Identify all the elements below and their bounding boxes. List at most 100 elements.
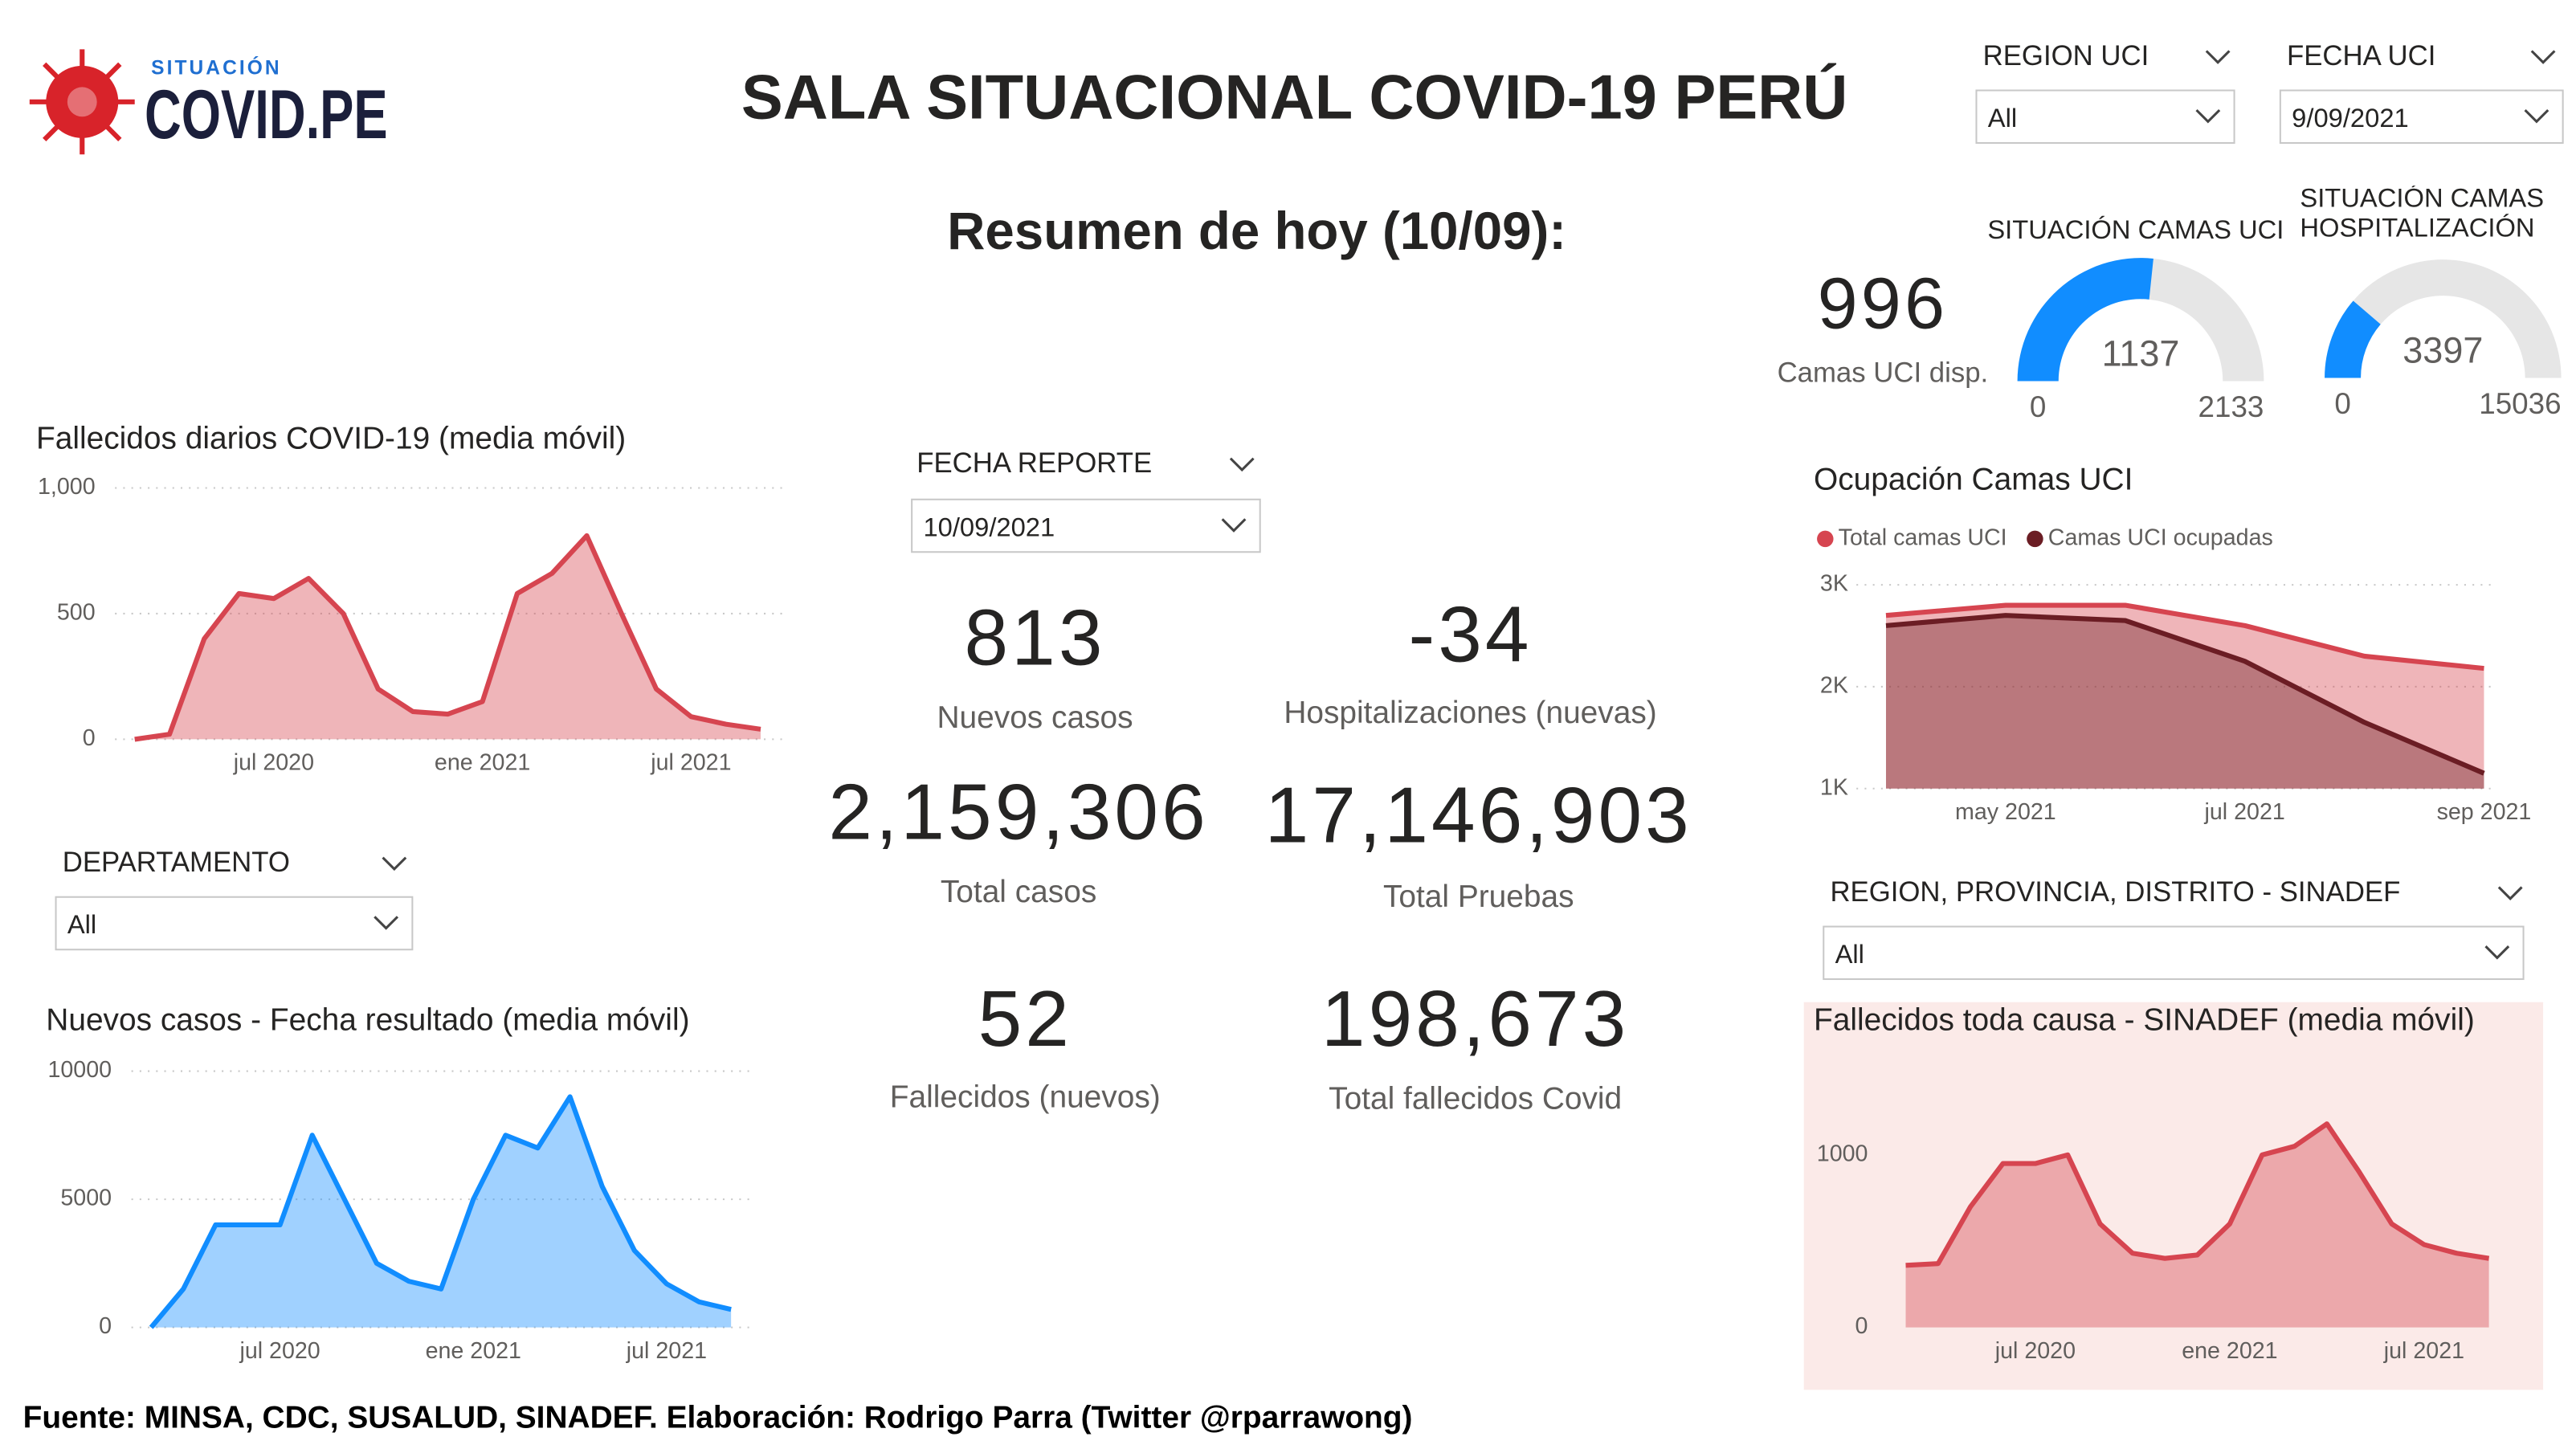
slicer-title: REGION, PROVINCIA, DISTRITO - SINADEF	[1830, 877, 2400, 908]
gauge-title: SITUACIÓN CAMAS HOSPITALIZACIÓN	[2300, 186, 2545, 243]
legend-label: Camas UCI ocupadas	[2048, 524, 2273, 550]
x-tick-label: ene 2021	[2182, 1338, 2277, 1364]
kpi-label: Camas UCI disp.	[1778, 358, 1989, 389]
page-title: SALA SITUACIONAL COVID-19 PERÚ	[741, 63, 1847, 132]
kpi-label: Hospitalizaciones (nuevas)	[1284, 696, 1656, 730]
kpi-label: Total casos	[941, 875, 1096, 909]
chart-title: Nuevos casos - Fecha resultado (media mó…	[46, 1002, 689, 1037]
legend-marker	[2027, 530, 2043, 548]
dropdown-value: All	[1835, 939, 1864, 969]
line	[134, 533, 761, 742]
gauge-max: 15036	[2479, 387, 2561, 420]
dropdown-value: All	[1988, 103, 2017, 133]
gauge-title-box: SITUACIÓN CAMAS HOSPITALIZACIÓN	[2300, 186, 2545, 243]
logo-icon	[29, 49, 135, 155]
x-tick-label: jul 2021	[2383, 1338, 2464, 1364]
area-fill	[1885, 605, 2484, 789]
gauge-min: 0	[2334, 387, 2350, 420]
kpi-label: Nuevos casos	[937, 700, 1133, 735]
area-fill	[151, 1096, 732, 1328]
logo-main: COVID.PE	[145, 76, 388, 153]
slicer-chevron	[2530, 50, 2556, 64]
dropdown-value: 10/09/2021	[923, 512, 1055, 541]
slicer-chevron	[1229, 457, 1255, 472]
gauge-min: 0	[2030, 390, 2046, 423]
dropdown-chevron	[2524, 108, 2549, 124]
x-tick-label: jul 2021	[650, 750, 731, 776]
logo-small: SITUACIÓN	[151, 56, 282, 79]
y-tick-label: 1K	[1820, 774, 1848, 800]
line	[149, 1094, 732, 1329]
dropdown[interactable]	[911, 498, 1261, 553]
line	[1885, 613, 2485, 776]
area-fill	[1905, 1124, 2489, 1328]
dropdown-value: 9/09/2021	[2292, 103, 2409, 133]
dropdown-chevron	[2484, 945, 2510, 960]
x-tick-label: ene 2021	[426, 1338, 521, 1364]
dropdown-chevron	[374, 916, 399, 930]
gauge-value: 1137	[2102, 333, 2180, 374]
gauge-title: SITUACIÓN CAMAS UCI	[1987, 214, 2284, 244]
y-tick-label: 5000	[60, 1186, 112, 1211]
kpi-label: Fallecidos (nuevos)	[890, 1080, 1161, 1115]
gauge-max: 2133	[2198, 390, 2264, 423]
slicer-chevron	[382, 856, 407, 871]
kpi-value: 198,673	[1321, 974, 1629, 1063]
dropdown[interactable]	[1975, 89, 2235, 144]
dropdown[interactable]	[1823, 925, 2525, 981]
slicer-chevron	[2497, 886, 2523, 900]
y-tick-label: 0	[83, 725, 96, 751]
chart-title: Ocupación Camas UCI	[1814, 463, 2133, 497]
kpi-label: Total Pruebas	[1383, 880, 1574, 914]
x-tick-label: jul 2020	[239, 1338, 320, 1364]
y-tick-label: 10000	[47, 1057, 112, 1083]
gauge-fill	[2017, 258, 2153, 382]
dropdown-chevron	[1221, 518, 1247, 533]
x-tick-label: jul 2020	[1994, 1338, 2076, 1364]
gauge-fill	[2325, 300, 2381, 378]
y-tick-label: 0	[1855, 1313, 1868, 1339]
gauge-value: 3397	[2402, 330, 2483, 371]
chart-title: Fallecidos toda causa - SINADEF (media m…	[1814, 1002, 2475, 1037]
y-tick-label: 3K	[1820, 571, 1848, 597]
footer: Fuente: MINSA, CDC, SUSALUD, SINADEF. El…	[23, 1400, 1413, 1435]
chart-background	[1803, 1002, 2544, 1390]
kpi-value: 996	[1818, 263, 1948, 344]
x-tick-label: ene 2021	[435, 750, 530, 776]
kpi-label: Total fallecidos Covid	[1329, 1082, 1622, 1116]
line	[1885, 602, 2484, 671]
y-tick-label: 2K	[1820, 673, 1848, 699]
x-tick-label: jul 2020	[233, 750, 314, 776]
y-tick-label: 1000	[1817, 1141, 1868, 1166]
dropdown-value: All	[67, 909, 96, 939]
y-tick-label: 0	[99, 1313, 112, 1339]
dropdown-chevron	[2195, 108, 2221, 124]
legend-label: Total camas UCI	[1839, 524, 2007, 550]
x-tick-label: jul 2021	[626, 1338, 707, 1364]
y-tick-label: 500	[57, 600, 96, 626]
slicer-title: FECHA UCI	[2287, 41, 2435, 71]
x-tick-label: may 2021	[1955, 799, 2056, 825]
kpi-value: 813	[965, 594, 1106, 682]
subtitle: Resumen de hoy (10/09):	[947, 202, 1566, 260]
slicer-title: REGION UCI	[1983, 41, 2149, 71]
dropdown[interactable]	[55, 896, 414, 951]
x-tick-label: sep 2021	[2437, 799, 2532, 825]
kpi-value: 52	[978, 974, 1072, 1063]
slicer-title: FECHA REPORTE	[917, 448, 1152, 479]
x-tick-label: jul 2021	[2204, 799, 2285, 825]
kpi-value: 17,146,903	[1265, 771, 1692, 859]
chart-title: Fallecidos diarios COVID-19 (media móvil…	[36, 421, 626, 455]
kpi-value: 2,159,306	[828, 768, 1209, 856]
legend-marker	[1817, 530, 1834, 548]
slicer-title: DEPARTAMENTO	[63, 847, 290, 878]
gauge-track	[2325, 259, 2562, 378]
y-tick-label: 1,000	[38, 474, 96, 500]
slicer-chevron	[2205, 50, 2231, 64]
area-fill	[134, 535, 761, 740]
kpi-value: -34	[1408, 590, 1532, 679]
dropdown[interactable]	[2279, 89, 2564, 144]
line	[1905, 1121, 2490, 1268]
area-fill	[1885, 615, 2484, 789]
